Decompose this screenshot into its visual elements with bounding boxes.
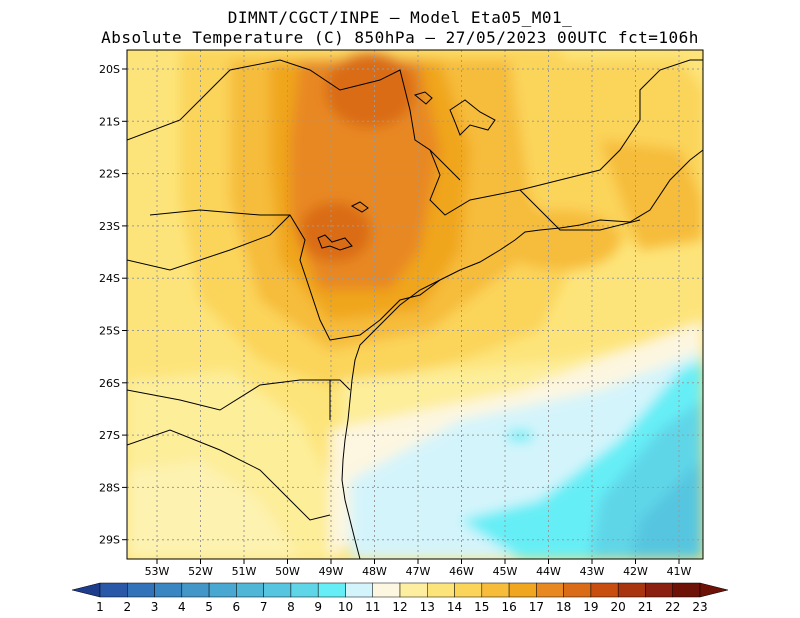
- lat-label: 21S: [99, 115, 120, 128]
- lon-label: 41W: [667, 565, 692, 578]
- colorbar-label: 21: [638, 600, 653, 614]
- lon-label: 45W: [493, 565, 518, 578]
- lon-label: 48W: [362, 565, 387, 578]
- colorbar-segment: [427, 582, 455, 598]
- lon-label: 43W: [580, 565, 605, 578]
- colorbar-segment: [372, 582, 401, 598]
- colorbar-label: 19: [583, 600, 598, 614]
- colorbar: [71, 582, 729, 598]
- colorbar-segment: [99, 582, 128, 598]
- colorbar-label: 6: [233, 600, 241, 614]
- lon-label: 53W: [145, 565, 170, 578]
- lon-label: 44W: [536, 565, 561, 578]
- colorbar-label: 12: [392, 600, 407, 614]
- chart-title-line-1: DIMNT/CGCT/INPE – Model Eta05_M01_: [227, 8, 573, 27]
- lon-label: 52W: [188, 565, 213, 578]
- colorbar-segment: [508, 582, 537, 598]
- colorbar-segment: [399, 582, 428, 598]
- colorbar-label: 11: [365, 600, 380, 614]
- colorbar-segment: [481, 582, 510, 598]
- colorbar-label: 22: [665, 600, 680, 614]
- colorbar-label: 10: [338, 600, 353, 614]
- colorbar-label: 14: [447, 600, 462, 614]
- colorbar-segment: [127, 582, 155, 598]
- colorbar-label: 13: [420, 600, 435, 614]
- colorbar-segment: [317, 582, 346, 598]
- colorbar-label: 3: [151, 600, 159, 614]
- colorbar-label: 5: [205, 600, 213, 614]
- colorbar-segment: [590, 582, 619, 598]
- lon-label: 42W: [623, 565, 648, 578]
- colorbar-label: 2: [123, 600, 131, 614]
- colorbar-segment: [345, 582, 373, 598]
- lat-label: 23S: [99, 220, 120, 233]
- lat-label: 27S: [99, 429, 120, 442]
- colorbar-label: 23: [692, 600, 707, 614]
- colorbar-max-arrow: [699, 582, 729, 598]
- lon-label: 49W: [319, 565, 344, 578]
- lon-label: 50W: [275, 565, 300, 578]
- lat-label: 22S: [99, 168, 120, 181]
- lat-label: 20S: [99, 63, 120, 76]
- colorbar-label: 1: [96, 600, 104, 614]
- colorbar-segment: [236, 582, 264, 598]
- plot-frame: [126, 49, 704, 560]
- colorbar-label: 17: [529, 600, 544, 614]
- chart-title-line-2: Absolute Temperature (C) 850hPa – 27/05/…: [101, 28, 699, 47]
- colorbar-segment: [154, 582, 183, 598]
- lon-label: 51W: [232, 565, 257, 578]
- lat-label: 29S: [99, 534, 120, 547]
- colorbar-label: 20: [611, 600, 626, 614]
- colorbar-label: 4: [178, 600, 186, 614]
- colorbar-segment: [672, 582, 701, 598]
- lon-label: 47W: [406, 565, 431, 578]
- temperature-field: [127, 50, 703, 559]
- colorbar-segment: [454, 582, 483, 598]
- political-borders: [127, 59, 703, 559]
- lat-label: 24S: [99, 272, 120, 285]
- colorbar-segment: [208, 582, 237, 598]
- colorbar-segment: [563, 582, 592, 598]
- colorbar-label: 18: [556, 600, 571, 614]
- colorbar-segment: [645, 582, 673, 598]
- lat-label: 25S: [99, 325, 120, 338]
- lat-label: 28S: [99, 481, 120, 494]
- colorbar-label: 9: [314, 600, 322, 614]
- lon-label: 46W: [449, 565, 474, 578]
- lat-label: 26S: [99, 377, 120, 390]
- colorbar-label: 8: [287, 600, 295, 614]
- colorbar-segment: [290, 582, 319, 598]
- graticule: [127, 50, 703, 559]
- colorbar-label: 16: [501, 600, 516, 614]
- colorbar-segment: [617, 582, 646, 598]
- colorbar-label: 15: [474, 600, 489, 614]
- colorbar-min-arrow: [71, 582, 101, 598]
- colorbar-segment: [181, 582, 210, 598]
- colorbar-segment: [536, 582, 564, 598]
- colorbar-label: 7: [260, 600, 268, 614]
- colorbar-segment: [263, 582, 292, 598]
